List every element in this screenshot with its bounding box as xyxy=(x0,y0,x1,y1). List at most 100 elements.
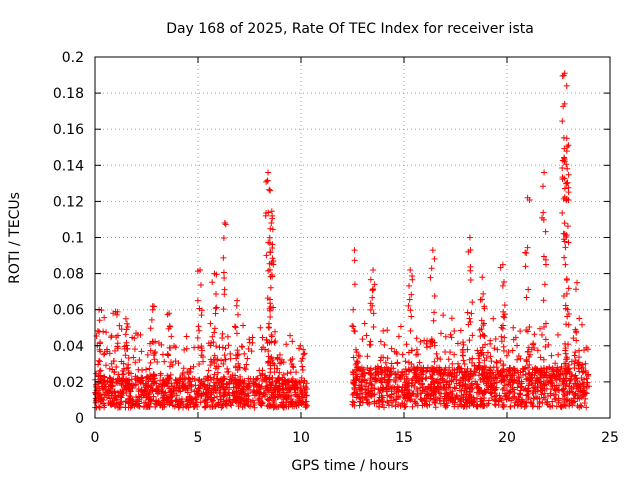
data-point xyxy=(525,387,532,394)
data-point xyxy=(477,376,484,383)
data-point xyxy=(172,387,179,394)
data-point xyxy=(212,310,219,317)
data-point xyxy=(437,390,444,397)
data-point xyxy=(579,321,586,328)
data-point xyxy=(428,339,435,346)
data-point xyxy=(460,341,467,348)
data-point xyxy=(113,364,120,371)
data-point xyxy=(572,349,579,356)
data-point xyxy=(287,369,294,376)
data-point xyxy=(131,346,138,353)
data-point xyxy=(243,393,250,400)
data-point xyxy=(150,339,157,346)
data-point xyxy=(377,357,384,364)
data-point xyxy=(564,165,571,172)
data-point xyxy=(501,372,508,379)
data-point xyxy=(370,266,377,273)
data-point xyxy=(173,392,180,399)
data-point xyxy=(556,370,563,377)
data-point xyxy=(427,343,434,350)
data-point xyxy=(487,353,494,360)
data-point xyxy=(151,356,158,363)
data-point xyxy=(293,369,300,376)
data-point xyxy=(159,395,166,402)
data-point xyxy=(487,337,494,344)
data-point xyxy=(112,392,119,399)
data-point xyxy=(289,338,296,345)
data-point xyxy=(287,399,294,406)
data-point xyxy=(356,393,363,400)
data-point xyxy=(103,329,110,336)
data-point xyxy=(437,370,444,377)
data-point xyxy=(164,311,171,318)
grid-lines xyxy=(95,57,610,418)
data-point xyxy=(499,386,506,393)
data-point xyxy=(500,347,507,354)
data-point xyxy=(575,359,582,366)
data-points xyxy=(92,70,592,411)
data-point xyxy=(419,376,426,383)
data-point xyxy=(367,377,374,384)
data-point xyxy=(266,376,273,383)
data-point xyxy=(448,315,455,322)
data-point xyxy=(269,389,276,396)
data-point xyxy=(422,368,429,375)
data-point xyxy=(578,374,585,381)
data-point xyxy=(475,384,482,391)
data-point xyxy=(476,385,483,392)
data-point xyxy=(123,339,130,346)
data-point xyxy=(431,398,438,405)
data-point xyxy=(450,377,457,384)
data-point xyxy=(492,386,499,393)
data-point xyxy=(565,285,572,292)
data-point xyxy=(503,367,510,374)
data-point xyxy=(501,314,508,321)
data-point xyxy=(118,398,125,405)
data-point xyxy=(120,360,127,367)
data-point xyxy=(217,396,224,403)
data-point xyxy=(220,360,227,367)
data-point xyxy=(563,321,570,328)
data-point xyxy=(442,402,449,409)
x-tick-label: 25 xyxy=(601,430,619,446)
data-point xyxy=(114,308,121,315)
data-point xyxy=(263,178,270,185)
data-point xyxy=(195,344,202,351)
data-point xyxy=(125,369,132,376)
data-point xyxy=(193,387,200,394)
data-point xyxy=(211,394,218,401)
data-point xyxy=(459,373,466,380)
data-point xyxy=(172,397,179,404)
data-point xyxy=(497,357,504,364)
data-point xyxy=(474,403,481,410)
data-point xyxy=(407,266,414,273)
data-point xyxy=(210,389,217,396)
data-point xyxy=(388,360,395,367)
data-point xyxy=(98,395,105,402)
data-point xyxy=(353,360,360,367)
data-point xyxy=(489,369,496,376)
data-point xyxy=(441,369,448,376)
data-point xyxy=(369,390,376,397)
data-point xyxy=(114,340,121,347)
data-point xyxy=(392,378,399,385)
data-point xyxy=(289,355,296,362)
data-point xyxy=(205,394,212,401)
data-point xyxy=(266,240,273,247)
data-point xyxy=(581,385,588,392)
data-point xyxy=(463,391,470,398)
data-point xyxy=(370,286,377,293)
data-point xyxy=(583,344,590,351)
data-point xyxy=(253,376,260,383)
data-point xyxy=(269,273,276,280)
data-point xyxy=(370,324,377,331)
data-point xyxy=(212,305,219,312)
data-point xyxy=(509,347,516,354)
data-point xyxy=(431,255,438,262)
data-point xyxy=(469,385,476,392)
data-point xyxy=(356,367,363,374)
data-point xyxy=(361,377,368,384)
data-point xyxy=(264,396,271,403)
data-point xyxy=(386,372,393,379)
data-point xyxy=(387,368,394,375)
